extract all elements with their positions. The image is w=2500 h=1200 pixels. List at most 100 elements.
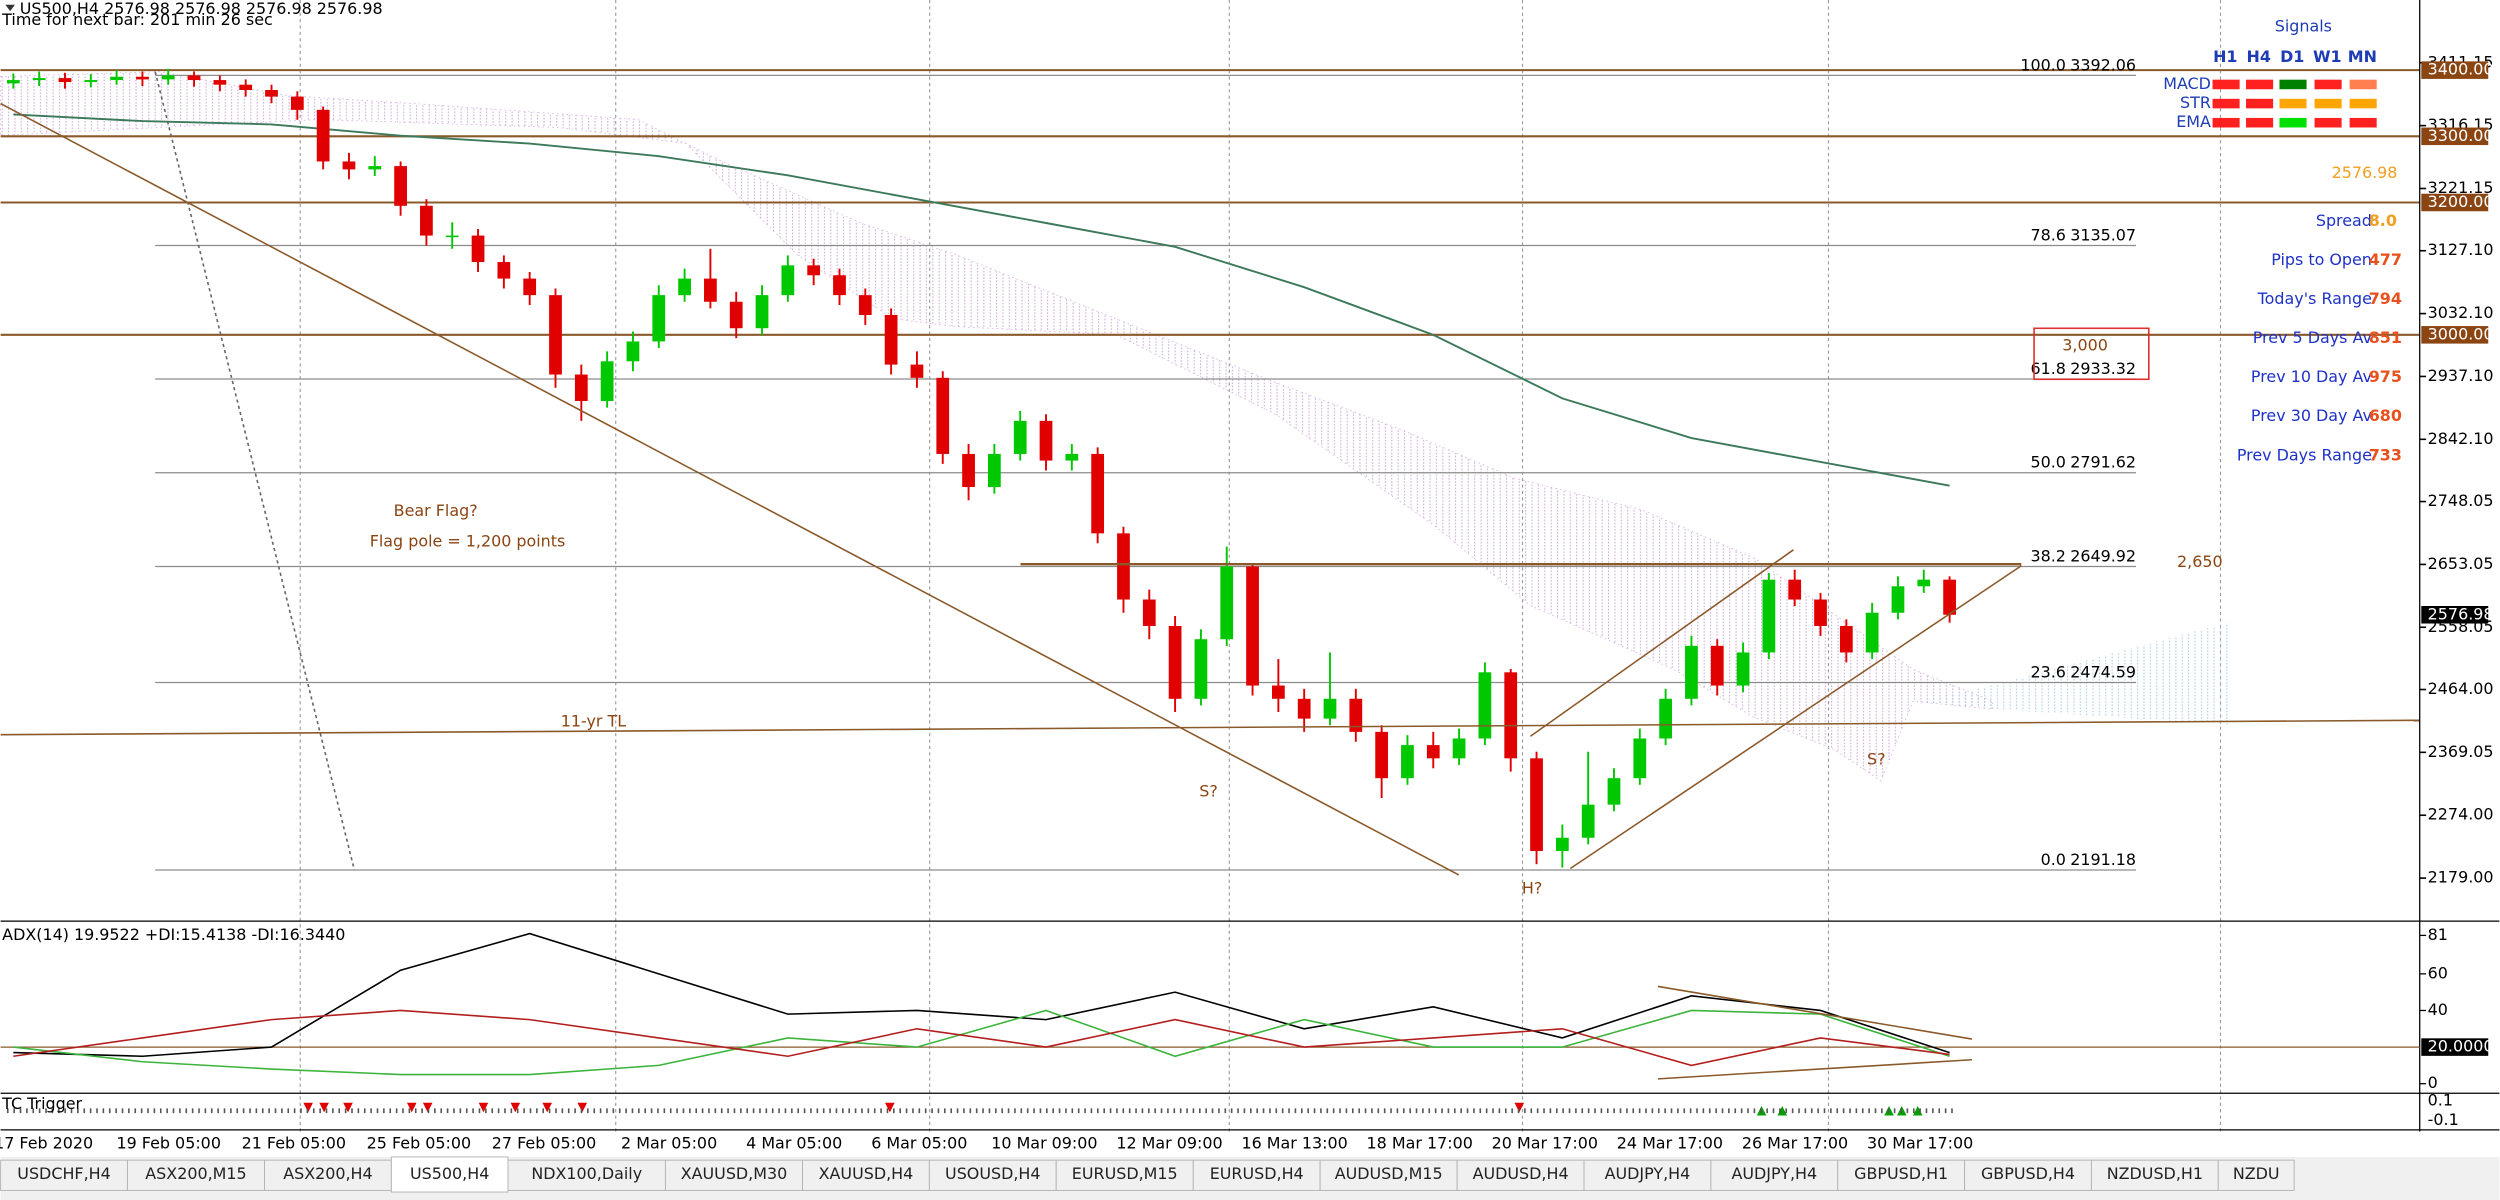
annotation-box (2033, 327, 2150, 381)
candle-body (626, 341, 640, 362)
symbol-tab-label[interactable]: ASX200,M15 (145, 1164, 246, 1183)
symbol-tab[interactable] (1319, 1159, 1458, 1191)
candle-body (1039, 420, 1053, 461)
bar-timer: Time for next bar: 201 min 26 sec (1, 10, 273, 29)
indicator-tick-label: 81 (2428, 925, 2448, 944)
fib-level: 61.8 (2030, 359, 2065, 378)
symbol-tab-label[interactable]: EURUSD,M15 (1072, 1164, 1178, 1183)
signal-row-label: MACD (2163, 74, 2211, 93)
candle-body (1685, 645, 1698, 699)
symbol-tab[interactable] (0, 1159, 128, 1191)
info-label: Today's Range (2257, 289, 2372, 308)
symbol-tab-label[interactable]: XAUUSD,H4 (819, 1164, 914, 1183)
fib-price: 2933.32 (2070, 359, 2136, 378)
symbol-tab[interactable] (507, 1159, 666, 1191)
time-label: 6 Mar 05:00 (871, 1134, 967, 1153)
time-label: 12 Mar 09:00 (1116, 1134, 1222, 1153)
symbol-tab[interactable] (1192, 1159, 1321, 1191)
level-tag (2421, 193, 2489, 212)
fib-price: 2474.59 (2070, 662, 2136, 681)
symbol-tab-label[interactable]: EURUSD,H4 (1210, 1164, 1304, 1183)
indicator-tick-label: 40 (2428, 1000, 2448, 1019)
candle-body (574, 374, 588, 402)
candle-body (936, 377, 950, 454)
candle-body (497, 262, 511, 279)
time-label: 19 Feb 05:00 (116, 1134, 220, 1153)
symbol-tab[interactable] (264, 1159, 392, 1191)
signal-cell (2349, 79, 2377, 90)
candle-body (729, 301, 743, 329)
symbol-tab[interactable] (126, 1159, 265, 1191)
candle-body (807, 265, 821, 276)
symbol-tab-label[interactable]: NZDU (2233, 1164, 2280, 1183)
symbol-tab-label[interactable]: GBPUSD,H1 (1854, 1164, 1948, 1183)
symbol-tab[interactable] (1055, 1159, 1194, 1191)
indicator-line (13, 1009, 1950, 1076)
fib-price: 2791.62 (2070, 453, 2136, 472)
info-value: 851 (2369, 328, 2402, 347)
symbol-tab-label[interactable]: AUDUSD,M15 (1335, 1164, 1443, 1183)
level-tag-label: 3000.00 (2428, 324, 2494, 343)
symbol-tab-label[interactable]: NZDUSD,H1 (2107, 1164, 2203, 1183)
signal-row-label: STR (2180, 93, 2211, 112)
symbol-tab-label[interactable]: AUDUSD,H4 (1473, 1164, 1569, 1183)
signal-cell (2212, 79, 2240, 90)
symbol-tab-label[interactable]: ASX200,H4 (283, 1164, 372, 1183)
symbol-tab-label[interactable]: XAUUSD,M30 (681, 1164, 788, 1183)
price-tick-label: 3032.10 (2428, 303, 2494, 322)
info-label: Spread (2316, 211, 2372, 230)
candle-body (1633, 738, 1647, 779)
indicator-tick-label: 60 (2428, 963, 2448, 982)
symbol-tab-label[interactable]: NDX100,Daily (531, 1164, 642, 1183)
candle-body (1478, 672, 1492, 739)
symbol-tab-label[interactable]: US500,H4 (410, 1164, 489, 1183)
time-label: 24 Mar 17:00 (1617, 1134, 1723, 1153)
candle-body (1917, 579, 1931, 587)
time-label: 25 Feb 05:00 (367, 1134, 471, 1153)
signal-cell (2246, 117, 2274, 128)
info-price: 2576.98 (2332, 163, 2398, 182)
symbol-tab[interactable] (390, 1156, 509, 1193)
fib-level: 100.0 (2020, 55, 2066, 74)
symbol-tab[interactable] (2217, 1159, 2295, 1191)
annotation: 2,650 (2177, 552, 2223, 571)
candle-body (1555, 837, 1569, 851)
candle-body (239, 84, 253, 90)
symbol-tab[interactable] (1964, 1159, 2092, 1191)
time-label: 4 Mar 05:00 (746, 1134, 842, 1153)
signal-column: MN (2348, 47, 2377, 66)
level-tag (2421, 326, 2489, 344)
fib-price: 2649.92 (2070, 546, 2136, 565)
annotation: Flag pole = 1,200 points (370, 531, 566, 550)
symbol-tab-label[interactable]: AUDJPY,H4 (1731, 1164, 1817, 1183)
fib-level: 50.0 (2030, 453, 2065, 472)
signal-cell (2314, 79, 2342, 90)
indicator-tick-label: 20.0000 (2428, 1037, 2494, 1056)
symbol-tab[interactable] (1837, 1159, 1966, 1191)
symbol-tab[interactable] (664, 1159, 803, 1191)
symbol-tab[interactable] (2090, 1159, 2219, 1191)
symbol-tab[interactable] (802, 1159, 930, 1191)
symbol-tab[interactable] (1583, 1159, 1712, 1191)
candle-body (1607, 778, 1621, 805)
symbol-tab-label[interactable]: AUDJPY,H4 (1605, 1164, 1691, 1183)
fib-price: 3135.07 (2070, 225, 2136, 244)
candle-body (1323, 698, 1337, 719)
annotation: Bear Flag? (394, 501, 478, 520)
candle-body (781, 265, 795, 296)
signal-cell (2279, 117, 2307, 128)
candle-body (1013, 420, 1027, 454)
annotation: S? (1867, 750, 1886, 769)
symbol-tab[interactable] (1456, 1159, 1585, 1191)
symbol-tab-label[interactable]: GBPUSD,H4 (1981, 1164, 2075, 1183)
info-value: 680 (2369, 406, 2402, 425)
candle-body (1504, 672, 1518, 759)
trend-lines (0, 71, 2420, 876)
symbol-tab-label[interactable]: USDCHF,H4 (17, 1164, 110, 1183)
time-label: 18 Mar 17:00 (1367, 1134, 1473, 1153)
price-tick-label: 3221.15 (2428, 178, 2494, 197)
symbol-tab-label[interactable]: USOUSD,H4 (945, 1164, 1040, 1183)
fib-price: 2191.18 (2070, 850, 2136, 869)
candle-body (962, 453, 975, 488)
signal-cell (2212, 98, 2240, 109)
